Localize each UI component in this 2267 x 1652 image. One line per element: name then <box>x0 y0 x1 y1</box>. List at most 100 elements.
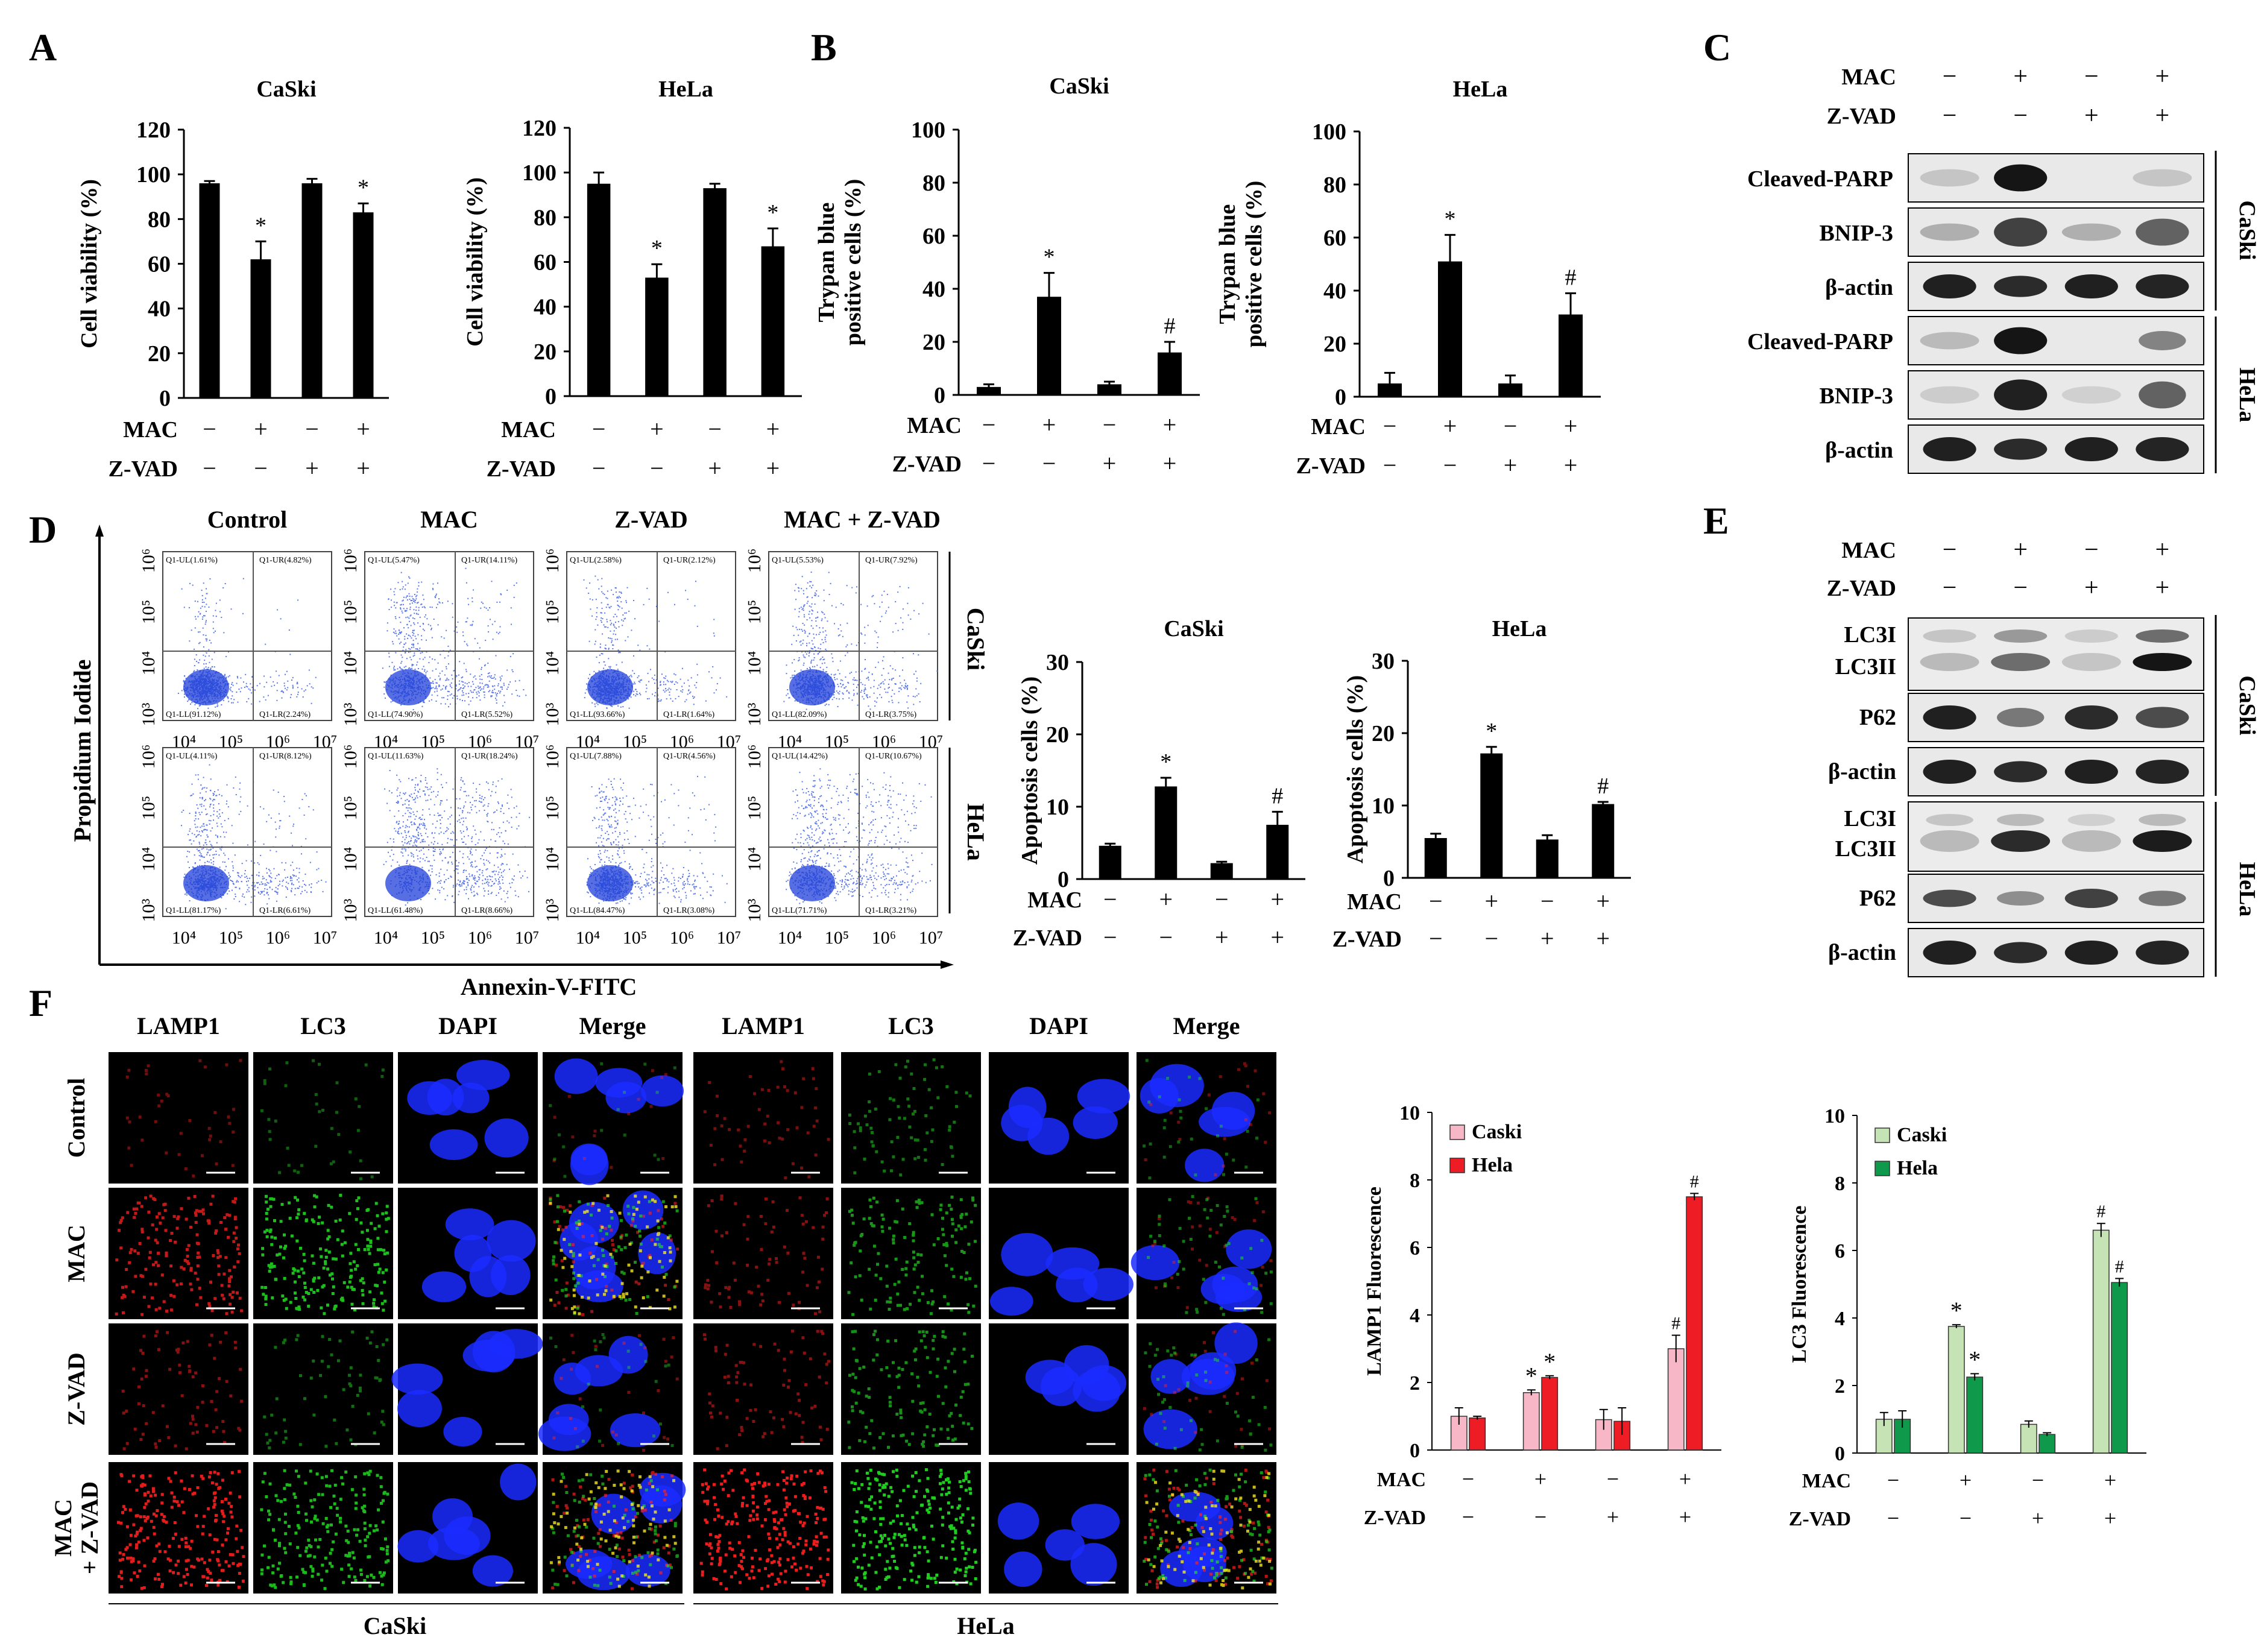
f-micrograph <box>253 1323 393 1455</box>
e-mac-sign: − <box>2084 536 2099 564</box>
f-lc3-mac-sign: − <box>2032 1468 2044 1492</box>
e-blot-row-band <box>2067 814 2115 826</box>
d-y-arrowhead <box>95 525 104 537</box>
d-ytick-label: 10⁴ <box>341 651 361 675</box>
f-nucleus <box>638 1232 676 1275</box>
f-column-title: LAMP1 <box>137 1012 220 1039</box>
d-xtick-label: 10⁶ <box>266 928 290 948</box>
f-nucleus <box>640 1485 683 1524</box>
c-blot-row-band <box>2064 437 2118 461</box>
d-ytick-label: 10⁵ <box>341 796 361 820</box>
d-xtick-label: 10⁶ <box>872 928 896 948</box>
f-nucleus <box>452 1082 490 1114</box>
d-flow-plot: Q1-UL(5.53%) Q1-UR(7.92%) Q1-LL(82.09%) Q1-… <box>745 549 943 752</box>
c-zvad-sign: + <box>2084 102 2099 130</box>
d-caski-significance-mark: # <box>1272 783 1283 809</box>
b-hela-zvad-sign: − <box>1383 452 1397 479</box>
f-nucleus <box>487 1220 536 1262</box>
f-nucleus <box>397 1390 442 1428</box>
c-blot-row-band <box>1994 218 2048 247</box>
a-hela-bar <box>587 183 611 396</box>
d-xtick-label: 10⁶ <box>670 928 694 948</box>
d-hela-ytick-label: 20 <box>1372 721 1395 746</box>
d-hela-bar <box>1592 804 1615 878</box>
f-lamp1-bar-hela <box>1686 1196 1703 1451</box>
d-hela-ytick-label: 30 <box>1372 649 1395 674</box>
f-lamp1-zvad-sign: + <box>1607 1505 1619 1529</box>
c-row-label: β-actin <box>1825 275 1893 300</box>
d-scatter-core <box>183 669 229 705</box>
f-nucleus <box>625 1554 670 1587</box>
f-micrograph <box>693 1052 833 1184</box>
c-blot-row-band <box>2061 223 2121 241</box>
d-row-label: CaSki <box>962 608 989 671</box>
d-ytick-label: 10⁴ <box>745 651 765 675</box>
f-lc3-ytick-label: 6 <box>1835 1240 1845 1263</box>
a-hela-ytick-label: 40 <box>534 295 557 320</box>
f-nucleus <box>1071 1504 1120 1539</box>
f-column-title: LC3 <box>888 1012 934 1039</box>
f-nucleus <box>575 1355 623 1387</box>
f-lc3-legend-label: Hela <box>1897 1157 1938 1179</box>
f-nucleus <box>989 1287 1033 1316</box>
d-ytick-label: 10³ <box>341 703 361 727</box>
f-micrograph <box>693 1462 833 1594</box>
d-hela-zvad-label: Z-VAD <box>1332 927 1402 952</box>
a-hela-bar <box>761 246 785 396</box>
d-ytick-label: 10³ <box>139 703 159 727</box>
b-caski-chart: CaSki 0 20 40 60 80 100 Trypan blue positive cel… <box>814 74 1200 477</box>
c-group-label: CaSki <box>2234 200 2260 260</box>
f-lamp1-zvad-label: Z-VAD <box>1364 1507 1426 1529</box>
e-mac-sign: − <box>1943 536 1957 564</box>
f-signal-spots <box>260 1469 390 1591</box>
f-tile-bg <box>253 1052 393 1184</box>
a-caski-significance-mark: * <box>358 175 369 200</box>
c-blot-row-band <box>1920 169 1979 187</box>
e-blot-row-band <box>2139 891 2186 906</box>
f-nucleus <box>488 1329 543 1359</box>
d-hela-mac-sign: − <box>1540 887 1554 915</box>
b-hela-significance-mark: * <box>1445 207 1456 232</box>
a-hela-ytick-label: 100 <box>522 160 557 186</box>
f-lc3-bar-hela <box>2111 1282 2128 1454</box>
b-caski-ytick-label: 0 <box>934 383 945 408</box>
a-caski-mac-sign: + <box>254 415 268 443</box>
f-lc3-zvad-sign: + <box>2104 1506 2116 1530</box>
d-caski-mac-sign: − <box>1103 886 1117 913</box>
a-caski-ylabel: Cell viability (%) <box>77 179 102 348</box>
d-caski-ytick-label: 30 <box>1046 650 1069 675</box>
a-caski-mac-sign: − <box>203 415 216 443</box>
e-blot-row-band <box>1920 830 1979 852</box>
b-hela-mac-sign: − <box>1383 412 1397 440</box>
f-signal-spots <box>699 1468 830 1591</box>
d-hela-mac-sign: + <box>1596 887 1610 915</box>
d-quadrant-ur: Q1-UR(18.24%) <box>461 752 518 761</box>
d-quadrant-lr: Q1-LR(2.24%) <box>259 710 311 719</box>
e-blot-row-band <box>2064 705 2118 730</box>
d-quadrant-ll: Q1-LL(74.90%) <box>368 710 423 719</box>
d-hela-mac-sign: + <box>1484 887 1498 915</box>
d-caski-ytick-label: 0 <box>1058 867 1069 892</box>
e-mac-sign: + <box>2013 536 2028 564</box>
f-nucleus <box>554 1058 598 1094</box>
a-hela-bar <box>703 188 727 396</box>
e-label-p62: P62 <box>1859 705 1896 730</box>
b-caski-zvad-sign: + <box>1163 450 1177 477</box>
panel-letter-d: D <box>29 508 57 551</box>
f-lc3-zvad-sign: − <box>1887 1506 1899 1530</box>
d-ytick-label: 10³ <box>543 899 563 922</box>
a-hela-mac-label: MAC <box>501 417 556 443</box>
d-xtick-label: 10⁴ <box>778 928 802 948</box>
f-signal-spots <box>549 1194 679 1316</box>
e-group-label: CaSki <box>2234 675 2260 735</box>
b-caski-mac-sign: + <box>1042 411 1056 438</box>
d-ytick-label: 10⁴ <box>341 847 361 871</box>
a-caski-ytick-label: 80 <box>148 207 171 232</box>
b-hela-ytick-label: 20 <box>1323 332 1346 357</box>
d-flow-plot: Q1-UL(4.11%) Q1-UR(8.12%) Q1-LL(81.17%) Q1-… <box>139 745 337 948</box>
d-quadrant-ur: Q1-UR(7.92%) <box>865 556 918 565</box>
e-label-p62: P62 <box>1859 886 1896 911</box>
f-lc3-chart: 0 2 4 6 8 10 LC3 Fluorescence * # * # Caski Hela MAC Z… <box>1788 1105 2146 1530</box>
c-mac-sign: − <box>2084 63 2099 90</box>
